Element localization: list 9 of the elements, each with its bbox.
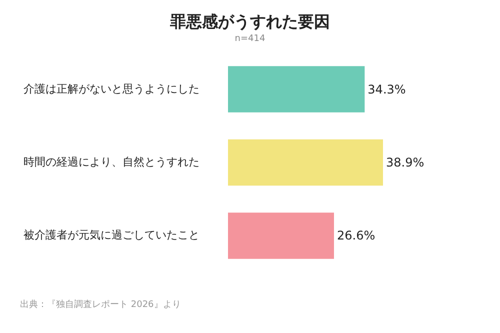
y-tick-label: 被介護者が元気に過ごしていたこと — [24, 228, 200, 242]
chart-title: 罪悪感がうすれた要因 — [169, 12, 331, 33]
y-tick-label: 時間の経過により、自然とうすれた — [24, 156, 200, 168]
y-tick-label: 介護は正解がないと思うようにした — [24, 82, 200, 96]
data-label: 34.3% — [368, 82, 406, 96]
chart-subtitle: n=414 — [234, 34, 266, 44]
data-label: 38.9% — [386, 156, 424, 170]
source-note: 出典：『独自調査レポート 2026』より — [20, 298, 181, 311]
data-label: 26.6% — [336, 228, 376, 243]
